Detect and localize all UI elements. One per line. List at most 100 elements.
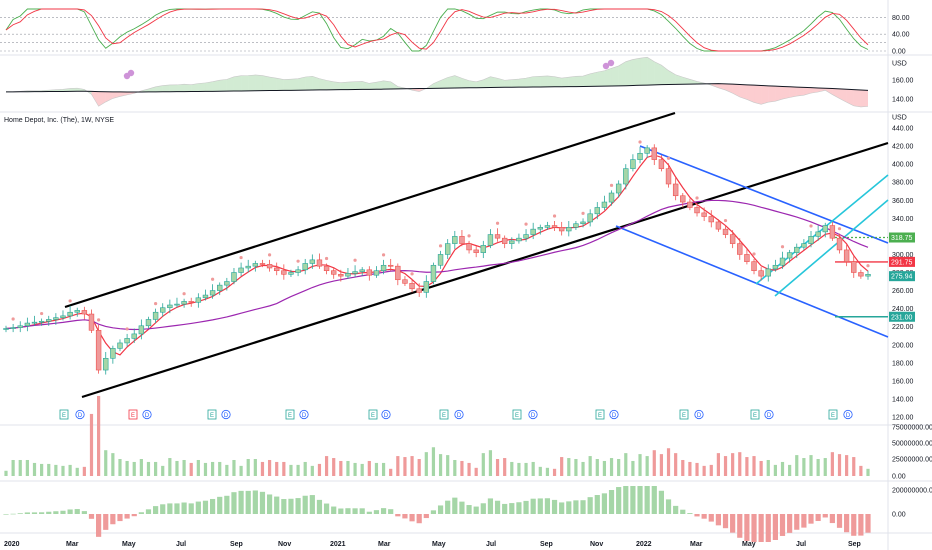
volume-bar <box>417 459 421 476</box>
candle-body <box>117 342 123 349</box>
histogram-bar <box>815 514 821 522</box>
candle-body <box>452 236 458 244</box>
histogram-bar <box>544 498 551 514</box>
macd-fill <box>255 74 263 91</box>
histogram-bar <box>587 497 593 514</box>
price-tick-label: 160.00 <box>892 378 914 385</box>
candle-body <box>544 225 551 228</box>
volume-bar <box>410 456 414 476</box>
candle-body <box>580 221 586 225</box>
candle-body <box>437 254 444 266</box>
histogram-bar <box>430 510 437 514</box>
macd-fill <box>290 78 299 91</box>
dividend-label: D <box>767 413 772 419</box>
volume-bar <box>524 462 528 476</box>
macd-fill <box>761 85 769 105</box>
earnings-marker <box>285 409 295 420</box>
histogram-bar <box>195 501 201 514</box>
candle-body <box>167 304 173 309</box>
time-tick-label: Mar <box>378 541 391 548</box>
macd-fill <box>369 82 377 90</box>
volume-bar <box>246 459 250 476</box>
earnings-marker <box>59 409 69 420</box>
dividend-label: D <box>697 413 702 419</box>
stochastic-pane <box>0 8 888 52</box>
candle-body <box>81 310 88 315</box>
volume-bar <box>374 462 379 476</box>
candle-body <box>416 288 422 293</box>
macd-fill <box>105 91 113 102</box>
histogram-bar <box>138 512 144 514</box>
candle-body <box>245 265 251 269</box>
candle-body <box>110 348 116 359</box>
price-tick-label: 400.00 <box>892 162 914 169</box>
volume-bar <box>104 450 108 476</box>
macd-fill <box>233 75 242 92</box>
volume-bar <box>845 455 849 476</box>
histogram-bar <box>60 510 66 514</box>
histogram-bar <box>459 501 465 514</box>
candle-body <box>587 213 593 223</box>
candle-body <box>145 319 152 327</box>
fractal-marker <box>837 227 842 231</box>
candle-body <box>444 243 451 255</box>
macd-tick-label: 160.00 <box>892 78 914 85</box>
stoch-tick-label: 0.00 <box>892 49 906 56</box>
candle-body <box>687 201 693 208</box>
time-axis[interactable]: 2020 Mar May Jul Sep Nov 2021 Mar May Jul Sep Nov 20… <box>4 541 861 548</box>
histogram-bar <box>295 498 301 514</box>
volume-pane <box>4 395 870 476</box>
candle-body <box>737 243 743 255</box>
histogram-bar <box>209 498 216 514</box>
time-tick-label: Sep <box>848 541 861 548</box>
macd-fill <box>469 80 477 88</box>
macd-fill <box>832 88 840 99</box>
candle-body <box>637 152 643 160</box>
macd-fill <box>839 88 847 103</box>
hist-tick-label: 0.00 <box>892 512 906 519</box>
candle-body <box>701 212 707 217</box>
right-price-axis[interactable]: 80.00 40.00 0.00 USD 160.00 140.00 USD 440.00 42… <box>889 15 932 519</box>
macd-fill <box>540 75 548 87</box>
volume-bar <box>446 455 450 476</box>
candle-body <box>281 270 287 275</box>
volume-bar <box>97 395 101 476</box>
macd-fill <box>226 76 234 92</box>
histogram-bar <box>153 506 159 514</box>
earnings-marker <box>828 409 838 420</box>
histogram-bar <box>551 499 558 514</box>
histogram-bar <box>266 494 273 514</box>
candle-body <box>88 313 95 331</box>
candle-body <box>523 234 529 239</box>
up-channel-lower <box>774 199 889 297</box>
histogram-bar <box>352 508 358 514</box>
macd-fill <box>497 78 505 88</box>
histogram-bar <box>787 514 793 533</box>
volume-bar <box>816 459 820 476</box>
macd-fill <box>298 77 306 91</box>
candle-body <box>323 265 330 271</box>
histogram-bar <box>380 508 387 514</box>
candle-body <box>152 311 159 320</box>
macd-fill <box>803 87 812 96</box>
time-tick-label: Mar <box>690 541 703 548</box>
candle-body <box>338 274 344 277</box>
fractal-marker <box>495 221 500 225</box>
candle-body <box>801 243 807 248</box>
macd-fill <box>476 79 484 88</box>
fractal-marker <box>666 156 671 160</box>
volume-bar <box>296 464 300 476</box>
fractal-marker <box>780 245 785 249</box>
histogram-bar <box>3 514 9 515</box>
histogram-bar <box>445 500 451 514</box>
price-tag <box>889 232 915 243</box>
histogram-bar <box>523 500 529 514</box>
candle-body <box>551 225 558 228</box>
dividend-label: D <box>224 413 229 419</box>
volume-bar <box>738 452 742 476</box>
histogram-bar <box>858 514 864 536</box>
volume-bar <box>503 458 507 476</box>
volume-bar <box>666 448 671 476</box>
